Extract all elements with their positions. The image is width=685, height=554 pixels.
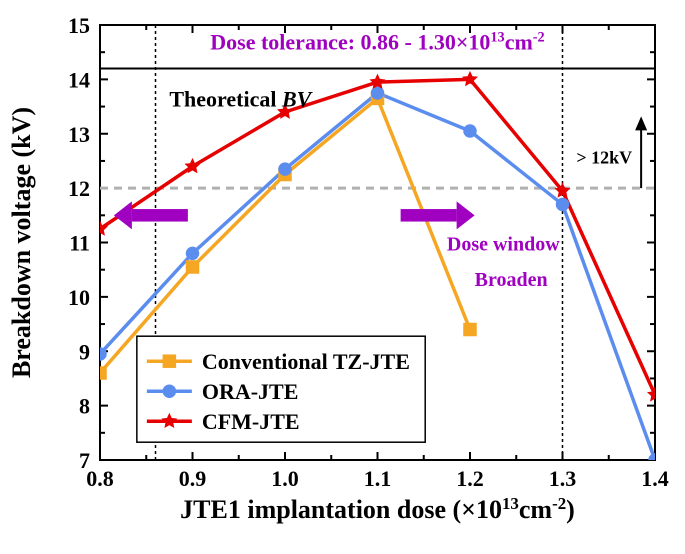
y-tick-label: 7 xyxy=(79,448,90,473)
legend-label: CFM-JTE xyxy=(202,409,300,434)
legend-marker xyxy=(163,355,175,367)
x-tick-label: 1.3 xyxy=(549,466,577,491)
series-marker xyxy=(464,125,476,137)
y-tick-label: 8 xyxy=(79,394,90,419)
y-tick-label: 9 xyxy=(79,339,90,364)
arrow-right-shaft xyxy=(401,209,457,222)
x-tick-label: 1.4 xyxy=(641,466,669,491)
series-marker xyxy=(187,261,199,273)
y-tick-label: 10 xyxy=(68,285,90,310)
series-marker xyxy=(187,247,199,259)
annotation-broaden: Broaden xyxy=(475,269,548,291)
chart-svg: 0.80.91.01.11.21.31.4789101112131415JTE1… xyxy=(0,0,685,549)
y-axis-label: Breakdown voltage (kV) xyxy=(7,107,36,378)
x-tick-label: 1.1 xyxy=(364,466,392,491)
y-tick-label: 14 xyxy=(68,67,90,92)
y-tick-label: 15 xyxy=(68,13,90,38)
y-tick-label: 12 xyxy=(68,176,90,201)
annotation-gt12kv: > 12kV xyxy=(576,148,632,168)
series-marker xyxy=(372,87,384,99)
series-marker xyxy=(557,198,569,210)
x-tick-label: 0.9 xyxy=(179,466,207,491)
x-tick-label: 0.8 xyxy=(86,466,114,491)
series-marker xyxy=(464,324,476,336)
x-tick-label: 1.0 xyxy=(271,466,299,491)
y-tick-label: 11 xyxy=(69,231,90,256)
chart-container: 0.80.91.01.11.21.31.4789101112131415JTE1… xyxy=(0,0,685,549)
legend-label: ORA-JTE xyxy=(202,379,299,404)
annotation-theoretical-bv: Theoretical BV xyxy=(169,87,313,112)
arrow-left-shaft xyxy=(132,209,188,222)
series-marker xyxy=(279,163,291,175)
legend-label: Conventional TZ-JTE xyxy=(202,349,410,374)
annotation-dose-window: Dose window xyxy=(447,234,560,256)
y-tick-label: 13 xyxy=(68,122,90,147)
x-tick-label: 1.2 xyxy=(456,466,484,491)
legend-marker xyxy=(163,385,175,397)
